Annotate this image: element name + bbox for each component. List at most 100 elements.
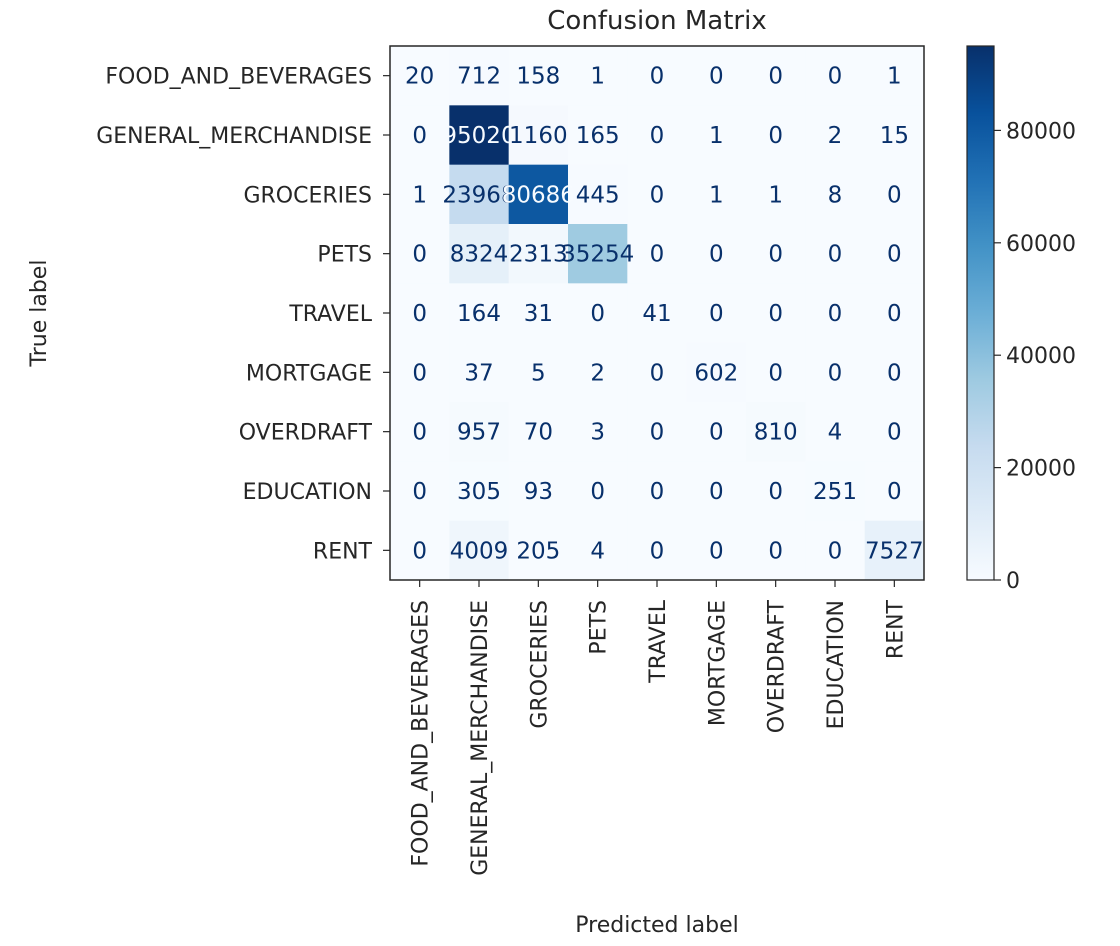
cell-value-label: 2 (590, 360, 605, 386)
cell-value-label: 93 (524, 479, 553, 505)
heatmap-cell (449, 224, 510, 284)
cell-value-label: 0 (887, 182, 902, 208)
heatmap-cell (449, 283, 510, 344)
heatmap-cell (390, 224, 450, 284)
cell-value-label: 810 (754, 420, 798, 446)
cell-value-label: 0 (650, 182, 665, 208)
cell-value-label: 0 (887, 242, 902, 268)
cell-value-label: 4 (828, 420, 843, 446)
heatmap-cell (746, 105, 806, 166)
heatmap-cell (627, 342, 688, 403)
heatmap-cell (390, 402, 450, 462)
heatmap-cell (568, 283, 628, 344)
heatmap-cell (627, 105, 688, 166)
heatmap-cell (390, 46, 450, 106)
cell-value-label: 0 (650, 123, 665, 149)
x-axis-label: Predicted label (575, 913, 738, 938)
cell-value-label: 0 (590, 479, 605, 505)
heatmap-cell (449, 342, 510, 403)
heatmap-cell (508, 342, 569, 403)
heatmap-cell (686, 164, 747, 225)
heatmap-cell (805, 164, 866, 225)
cell-value-label: 165 (576, 123, 620, 149)
cell-value-label: 0 (412, 479, 427, 505)
heatmap-cell (864, 342, 925, 403)
x-axis-ticks: FOOD_AND_BEVERAGES GENERAL_MERCHANDISE GRO… (409, 580, 908, 876)
heatmap-cell (805, 105, 866, 166)
heatmap-cell (805, 46, 866, 106)
heatmap-cell (627, 164, 688, 225)
cell-value-label: 1 (768, 182, 783, 208)
heatmap-cell (746, 342, 806, 403)
heatmap-cell (805, 283, 866, 344)
cell-value-label: 41 (642, 301, 671, 327)
heatmap-cell (746, 46, 806, 106)
y-tick-label: EDUCATION (243, 480, 372, 505)
heatmap-cell (390, 164, 450, 225)
cell-value-label: 0 (887, 360, 902, 386)
x-tick-label: TRAVEL (646, 599, 671, 683)
heatmap-cell (449, 461, 510, 522)
cell-value-label: 20 (405, 64, 434, 90)
cell-value-label: 0 (709, 538, 724, 564)
heatmap-cell (390, 283, 450, 344)
heatmap-cell (508, 164, 569, 225)
cell-value-label: 0 (768, 242, 783, 268)
cell-value-label: 0 (709, 420, 724, 446)
heatmap-cell (864, 164, 925, 225)
heatmap-cell (864, 402, 925, 462)
heatmap-cell (746, 402, 806, 462)
heatmap-cells (390, 46, 925, 581)
heatmap-cell (686, 224, 747, 284)
cell-value-label: 205 (516, 538, 560, 564)
cell-value-label: 602 (694, 360, 738, 386)
heatmap-cell (686, 520, 747, 581)
cell-value-label: 0 (828, 538, 843, 564)
y-tick-label: RENT (313, 539, 373, 564)
chart-title: Confusion Matrix (547, 6, 766, 36)
cell-value-label: 0 (828, 64, 843, 90)
heatmap-cell (508, 46, 569, 106)
heatmap-cell (805, 224, 866, 284)
cell-value-label: 0 (650, 64, 665, 90)
heatmap-cell (686, 105, 747, 166)
heatmap-cell (508, 461, 569, 522)
heatmap-cell (390, 520, 450, 581)
cell-value-label: 445 (576, 182, 620, 208)
heatmap-cell (390, 461, 450, 522)
cell-value-label: 1160 (509, 123, 568, 149)
cell-value-label: 0 (887, 420, 902, 446)
cell-value-label: 8 (828, 182, 843, 208)
cell-value-label: 0 (887, 479, 902, 505)
cell-value-label: 0 (887, 301, 902, 327)
cell-value-label: 0 (650, 242, 665, 268)
heatmap-cell (449, 46, 510, 106)
y-tick-label: MORTGAGE (246, 361, 372, 386)
y-tick-label: GROCERIES (243, 183, 372, 208)
colorbar-tick-label: 0 (1006, 569, 1020, 594)
heatmap-cell (864, 520, 925, 581)
heatmap-cell (568, 105, 628, 166)
cell-value-label: 2313 (509, 242, 568, 268)
heatmap-cell (508, 402, 569, 462)
colorbar-tick-label: 60000 (1006, 232, 1076, 257)
cell-value-label: 4009 (450, 538, 509, 564)
cell-value-label: 0 (828, 301, 843, 327)
cell-value-label: 0 (709, 479, 724, 505)
y-tick-label: TRAVEL (288, 302, 372, 327)
cell-value-label: 80686 (502, 182, 575, 208)
heatmap-cell (627, 402, 688, 462)
heatmap-cell (864, 46, 925, 106)
heatmap-cell (746, 283, 806, 344)
cell-value-label: 8324 (450, 242, 509, 268)
cell-value-label: 0 (412, 420, 427, 446)
cell-value-label: 0 (590, 301, 605, 327)
cell-value-label: 0 (412, 538, 427, 564)
heatmap-cell (390, 105, 450, 166)
cell-value-label: 0 (412, 360, 427, 386)
colorbar-tick-label: 80000 (1006, 119, 1076, 144)
y-tick-label: FOOD_AND_BEVERAGES (105, 65, 372, 90)
heatmap-cell (627, 46, 688, 106)
cell-value-label: 5 (531, 360, 546, 386)
